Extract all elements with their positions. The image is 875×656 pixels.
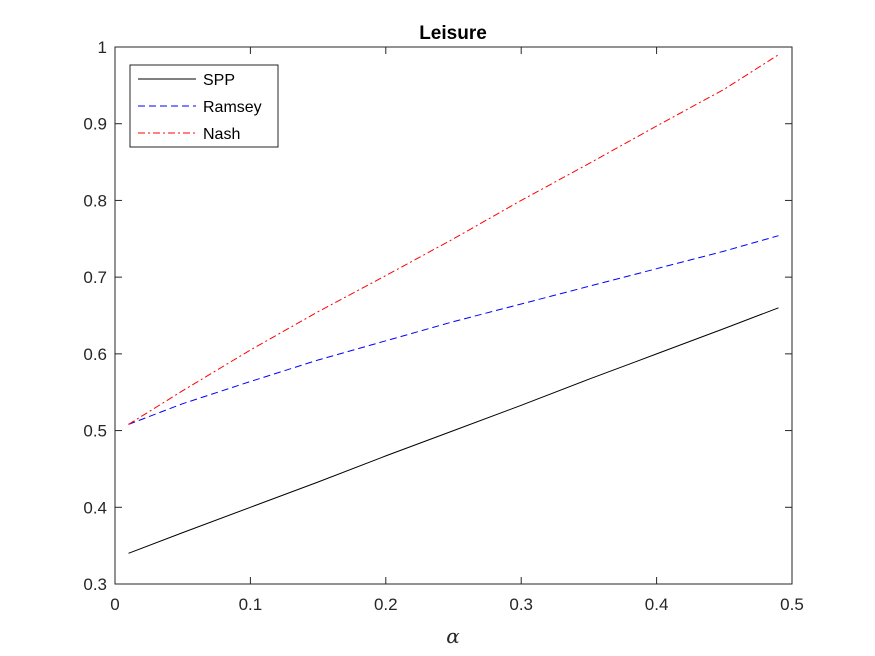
axes-box bbox=[114, 46, 793, 585]
x-tick-label: 0 bbox=[110, 595, 119, 614]
x-tick-label: 0.2 bbox=[374, 595, 398, 614]
x-tick-label: 0.3 bbox=[509, 595, 533, 614]
y-tick-label: 0.6 bbox=[83, 345, 107, 364]
y-tick-label: 1 bbox=[98, 38, 107, 57]
axes: 0 0.1 0.2 0.3 0.4 0.5 0.3 0.4 0.5 0.6 0.7 0.8 0.9 1 bbox=[83, 38, 803, 614]
y-tick-label: 0.8 bbox=[83, 191, 107, 210]
legend-label-ramsey: Ramsey bbox=[203, 99, 262, 116]
series-layer bbox=[128, 54, 779, 554]
x-tick-label: 0.1 bbox=[239, 595, 263, 614]
series-line-ramsey bbox=[128, 235, 779, 425]
y-tick-label: 0.4 bbox=[83, 498, 107, 517]
series-line-nash bbox=[128, 54, 779, 425]
y-tick-label: 0.9 bbox=[83, 115, 107, 134]
legend-label-spp: SPP bbox=[203, 72, 235, 89]
x-tick-label: 0.4 bbox=[645, 595, 669, 614]
y-tick-label: 0.5 bbox=[83, 422, 107, 441]
legend-label-nash: Nash bbox=[203, 126, 240, 143]
x-axis-label: α bbox=[446, 624, 460, 648]
legend: SPP Ramsey Nash bbox=[129, 64, 279, 148]
series-line-spp bbox=[128, 307, 779, 554]
y-tick-label: 0.3 bbox=[83, 575, 107, 594]
chart-title: Leisure bbox=[419, 23, 487, 44]
y-tick-label: 0.7 bbox=[83, 268, 107, 287]
x-tick-label: 0.5 bbox=[780, 595, 804, 614]
